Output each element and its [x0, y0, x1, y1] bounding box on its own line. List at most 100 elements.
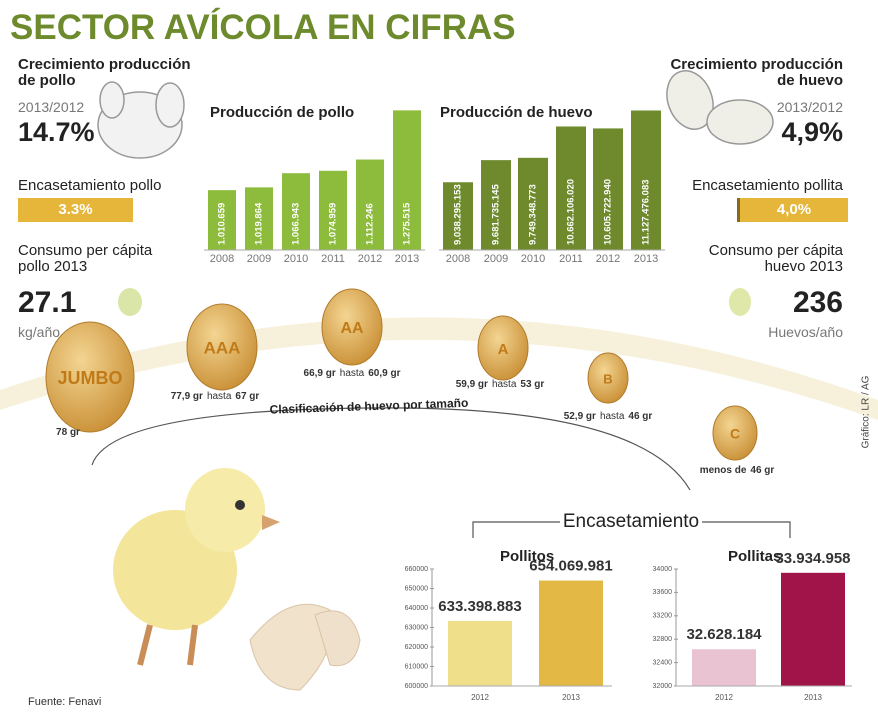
- value-label: 654.069.981: [529, 558, 612, 575]
- chart-title: Producción de pollo: [210, 104, 354, 121]
- stat-title: Encasetamiento pollita: [692, 177, 843, 194]
- egg-size: 59,9 gr hasta 53 gr: [456, 379, 545, 390]
- value-label: 1.112.246: [365, 203, 376, 245]
- stat-period: 2013/2012: [18, 99, 85, 115]
- x-tick-label: 2012: [358, 253, 382, 265]
- egg-size-part: menos de: [700, 465, 747, 476]
- stat-value: 27.1: [18, 286, 77, 319]
- y-tick-label: 660000: [405, 566, 428, 573]
- chart-title: Producción de huevo: [440, 104, 593, 121]
- x-tick-label: 2008: [210, 253, 234, 265]
- value-label: 10.662.106.020: [566, 179, 577, 245]
- egg-size-part: 53 gr: [520, 379, 544, 390]
- x-tick-label: 2013: [634, 253, 658, 265]
- credit: Gráfico: LR / AG: [861, 375, 872, 448]
- bar: [631, 110, 661, 250]
- egg-size-part: 46 gr: [750, 465, 774, 476]
- bar: [448, 620, 512, 686]
- bar: [593, 128, 623, 250]
- y-tick-label: 33600: [653, 589, 673, 596]
- egg-grade: A: [498, 341, 509, 358]
- egg-size-part: hasta: [207, 391, 232, 402]
- egg: [321, 288, 383, 366]
- egg-size: menos de 46 gr: [700, 465, 775, 476]
- y-tick-label: 640000: [405, 605, 428, 612]
- bar: [356, 159, 384, 250]
- y-tick-label: 650000: [405, 585, 428, 592]
- bar: [282, 173, 310, 250]
- value-label: 33.934.958: [775, 550, 850, 567]
- egg-size: 66,9 gr hasta 60,9 gr: [304, 368, 401, 379]
- egg: [587, 352, 629, 404]
- x-tick-label: 2009: [247, 253, 271, 265]
- y-tick-label: 600000: [405, 683, 428, 690]
- eggs-icon: [666, 70, 774, 145]
- x-tick-label: 2011: [321, 253, 345, 265]
- egg-size-part: 77,9 gr: [171, 391, 203, 402]
- bar: [319, 170, 347, 250]
- x-tick-label: 2009: [484, 253, 508, 265]
- y-tick-label: 32000: [653, 683, 673, 690]
- value-label: 1.010.659: [217, 203, 228, 245]
- y-tick-label: 630000: [405, 624, 428, 631]
- stat-title: Consumo per cápita huevo 2013: [708, 242, 843, 275]
- egg-grade: C: [730, 426, 740, 442]
- y-tick-label: 610000: [405, 663, 428, 670]
- egg-grade: B: [603, 371, 612, 386]
- egg: [712, 405, 758, 461]
- value-label: 11.127.476.083: [641, 179, 652, 245]
- chart-title: Pollitas: [728, 548, 781, 565]
- x-tick-label: 2013: [804, 693, 822, 702]
- bracket: [472, 521, 791, 538]
- bar: [539, 580, 603, 686]
- stat-value: 4,9%: [781, 117, 843, 147]
- stat-title: Encasetamiento pollo: [18, 177, 162, 194]
- chart-title: Pollitos: [500, 548, 554, 565]
- stat-title: Consumo per cápita pollo 2013: [18, 242, 153, 275]
- egg-grade: AAA: [204, 338, 241, 357]
- egg: [477, 315, 529, 381]
- y-tick-label: 33200: [653, 613, 673, 620]
- y-tick-label: 32800: [653, 636, 673, 643]
- bar: [781, 572, 845, 686]
- value-label: 9.038.295.153: [453, 184, 464, 245]
- bar: [245, 187, 273, 250]
- stat-value: 236: [792, 286, 843, 319]
- x-tick-label: 2013: [562, 693, 580, 702]
- y-tick-label: 620000: [405, 644, 428, 651]
- value-label: 633.398.883: [438, 598, 521, 615]
- egg-size-part: hasta: [600, 411, 625, 422]
- egg-size-part: 78 gr: [56, 427, 80, 438]
- egg-icon: [729, 288, 751, 316]
- classification-title: Clasificación de huevo por tamaño: [269, 396, 468, 417]
- bar: [692, 649, 756, 686]
- encasetamiento-title: Encasetamiento: [563, 511, 699, 532]
- egg-size-part: 59,9 gr: [456, 379, 488, 390]
- stat-unit: kg/año: [18, 324, 61, 340]
- chick-illustration: [113, 468, 361, 691]
- value-label: 1.066.943: [291, 203, 302, 245]
- egg-size-part: 60,9 gr: [368, 368, 400, 379]
- value-label: 9.749.348.773: [528, 184, 539, 245]
- egg-size-part: hasta: [492, 379, 517, 390]
- value-label: 9.681.735.145: [491, 184, 502, 245]
- bar: [443, 182, 473, 250]
- bar: [208, 190, 236, 250]
- stat-bar: 4,0%: [737, 198, 848, 222]
- stat-title: Crecimiento producción de pollo: [18, 56, 191, 89]
- value-label: 32.628.184: [686, 626, 762, 643]
- egg-grade: AA: [340, 320, 364, 337]
- egg: [45, 321, 135, 433]
- egg-size-part: 46 gr: [628, 411, 652, 422]
- x-tick-label: 2011: [559, 253, 583, 265]
- y-tick-label: 32400: [653, 659, 673, 666]
- curve: [91, 407, 691, 491]
- x-tick-label: 2012: [715, 693, 733, 702]
- stat-bar: 3.3%: [18, 198, 133, 222]
- value-label: 1.275.515: [402, 202, 413, 245]
- bar: [481, 160, 511, 250]
- value-label: 1.019.864: [254, 202, 265, 245]
- egg-size: 78 gr: [56, 427, 80, 438]
